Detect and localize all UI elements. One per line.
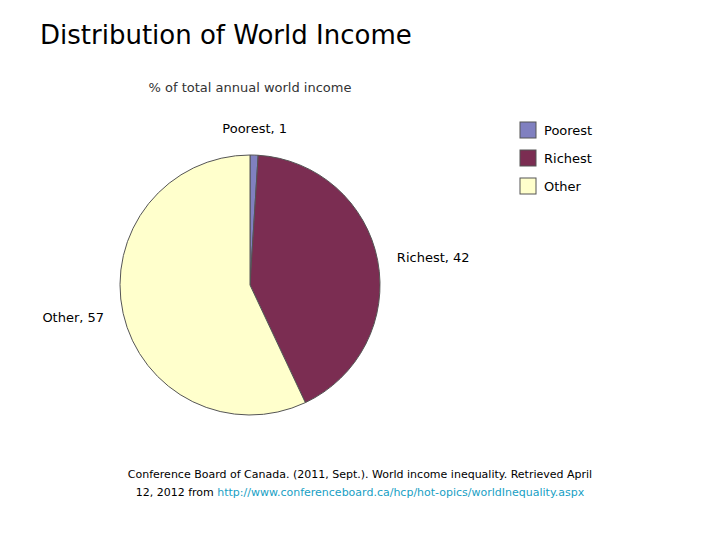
legend-label: Richest [544, 151, 592, 166]
slice [120, 155, 305, 415]
legend: Poorest Richest Other [520, 122, 592, 194]
data-label: Other, 57 [42, 310, 104, 325]
footnote-url: http://www.conferenceboard.ca/hcp/hot-op… [217, 486, 585, 499]
legend-label: Other [544, 179, 582, 194]
legend-item: Poorest [520, 122, 592, 138]
chart: Distribution of World Income % of total a… [0, 0, 720, 540]
title: Distribution of World Income [40, 20, 412, 50]
legend-label: Poorest [544, 123, 592, 138]
data-label: Richest, 42 [397, 250, 470, 265]
legend-swatch [520, 122, 536, 138]
legend-swatch [520, 178, 536, 194]
pie [120, 155, 380, 415]
subtitle: % of total annual world income [149, 80, 352, 95]
data-label: Poorest, 1 [222, 121, 287, 136]
legend-swatch [520, 150, 536, 166]
footnote-text: 12, 2012 from [136, 486, 218, 499]
footnote: 12, 2012 from http://www.conferenceboard… [136, 486, 585, 499]
legend-item: Richest [520, 150, 592, 166]
data-labels: Poorest, 1 Richest, 42 Other, 57 [42, 121, 469, 325]
legend-item: Other [520, 178, 582, 194]
footnote: Conference Board of Canada. (2011, Sept.… [128, 468, 592, 481]
